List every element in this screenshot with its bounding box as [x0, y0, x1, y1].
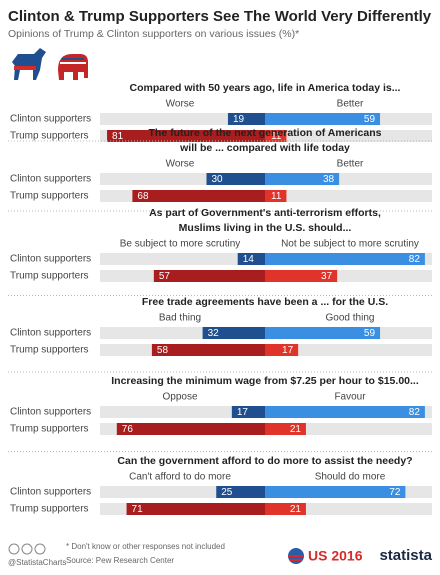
row-label: Clinton supporters — [10, 174, 91, 185]
bar — [265, 423, 306, 435]
value-label: 32 — [208, 328, 220, 339]
value-label: 19 — [233, 114, 245, 125]
side-label: Favour — [334, 392, 366, 403]
value-label: 37 — [321, 271, 333, 282]
bar — [107, 130, 265, 142]
value-label: 11 — [271, 131, 282, 142]
bar — [265, 113, 381, 125]
bar — [265, 173, 340, 185]
value-label: 81 — [112, 131, 124, 142]
bar — [237, 253, 265, 265]
bar — [216, 486, 265, 498]
value-label: 71 — [132, 504, 144, 515]
side-label: Better — [337, 159, 364, 170]
row-label: Clinton supporters — [10, 407, 91, 418]
value-label: 82 — [409, 407, 421, 418]
bar — [227, 113, 265, 125]
side-label: Can't afford to do more — [129, 472, 231, 483]
bar — [265, 503, 306, 515]
row-label: Trump supporters — [10, 345, 89, 356]
question: Compared with 50 years ago, life in Amer… — [130, 82, 401, 94]
nd-icon — [34, 543, 46, 555]
side-label: Worse — [166, 99, 195, 110]
bar — [153, 270, 265, 282]
title: Clinton & Trump Supporters See The World… — [8, 8, 432, 25]
by-icon — [21, 543, 33, 555]
question: Increasing the minimum wage from $7.25 p… — [111, 375, 419, 387]
footnote: * Don't know or other responses not incl… — [66, 542, 225, 551]
side-label: Good thing — [326, 313, 375, 324]
side-label: Not be subject to more scrutiny — [281, 239, 419, 250]
question: The future of the next generation of Ame… — [149, 127, 382, 139]
bar — [265, 130, 287, 142]
side-label: Worse — [166, 159, 195, 170]
row-label: Trump supporters — [10, 131, 89, 142]
value-label: 25 — [221, 487, 233, 498]
handle: @StatistaCharts — [8, 558, 66, 567]
cc-icon — [8, 543, 20, 555]
row-label: Trump supporters — [10, 191, 89, 202]
value-label: 21 — [290, 424, 302, 435]
row-label: Clinton supporters — [10, 254, 91, 265]
side-label: Be subject to more scrutiny — [120, 239, 241, 250]
value-label: 72 — [389, 487, 401, 498]
bar — [265, 190, 287, 202]
row-label: Trump supporters — [10, 504, 89, 515]
row-label: Clinton supporters — [10, 487, 91, 498]
value-label: 59 — [364, 114, 376, 125]
value-label: 68 — [137, 191, 149, 202]
side-label: Bad thing — [159, 313, 201, 324]
bar — [126, 503, 265, 515]
side-label: Should do more — [315, 472, 386, 483]
donkey-icon — [12, 48, 46, 80]
value-label: 76 — [122, 424, 134, 435]
elephant-icon — [58, 54, 88, 80]
value-label: 14 — [243, 254, 255, 265]
brand: statista — [379, 547, 432, 564]
bar — [206, 173, 265, 185]
value-label: 17 — [282, 345, 294, 356]
row-label: Clinton supporters — [10, 114, 91, 125]
badge: US 2016 — [308, 548, 363, 564]
bar — [265, 344, 299, 356]
question: Can the government afford to do more to … — [117, 455, 412, 467]
value-label: 38 — [323, 174, 335, 185]
bar — [202, 327, 265, 339]
bar — [265, 253, 425, 265]
flag-stripes — [288, 555, 304, 561]
value-label: 57 — [159, 271, 171, 282]
value-label: 21 — [290, 504, 302, 515]
value-label: 11 — [271, 191, 282, 202]
bar — [265, 327, 381, 339]
value-label: 59 — [364, 328, 376, 339]
row-label: Clinton supporters — [10, 328, 91, 339]
bar — [116, 423, 265, 435]
bar — [265, 270, 338, 282]
value-label: 58 — [157, 345, 169, 356]
side-label: Oppose — [162, 392, 197, 403]
value-label: 82 — [409, 254, 421, 265]
value-label: 17 — [237, 407, 249, 418]
question: Free trade agreements have been a ... fo… — [142, 296, 388, 308]
side-label: Better — [337, 99, 364, 110]
question: As part of Government's anti-terrorism e… — [149, 207, 381, 219]
bar — [132, 190, 265, 202]
bar — [265, 406, 425, 418]
row-label: Trump supporters — [10, 271, 89, 282]
subtitle: Opinions of Trump & Clinton supporters o… — [8, 28, 299, 40]
source: Source: Pew Research Center — [66, 556, 174, 565]
question: will be ... compared with life today — [179, 142, 350, 154]
row-label: Trump supporters — [10, 424, 89, 435]
question: Muslims living in the U.S. should... — [179, 222, 352, 234]
bar — [151, 344, 265, 356]
footer: @StatistaCharts * Don't know or other re… — [8, 542, 433, 567]
bar — [231, 406, 265, 418]
bar — [265, 486, 406, 498]
value-label: 30 — [212, 174, 224, 185]
